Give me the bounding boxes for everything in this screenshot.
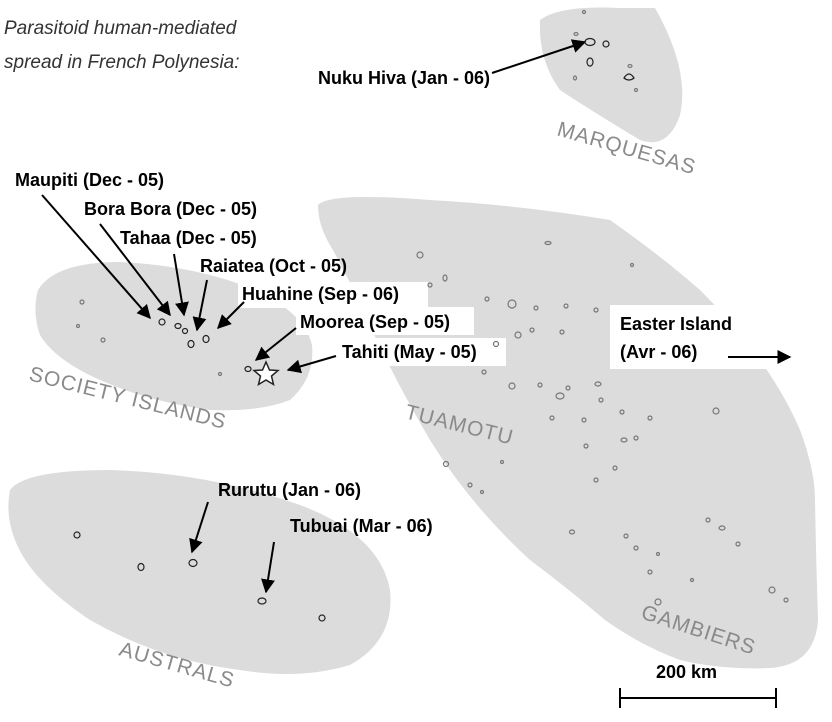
map-title-line-1: Parasitoid human-mediated: [4, 18, 238, 39]
maupiti-arrow: [41, 194, 151, 320]
easter-island-label-line-2: (Avr - 06): [620, 342, 697, 362]
moorea-arrow: [254, 327, 297, 361]
rurutu-label: Rurutu (Jan - 06): [218, 480, 361, 500]
tuamotu-atolls: [416, 240, 789, 606]
australs-region: [8, 470, 391, 674]
nuku-hiva-arrow: [491, 39, 587, 74]
rurutu-arrow: [189, 501, 209, 554]
austral-islands: [73, 531, 326, 622]
bora-bora-arrow: [99, 223, 171, 317]
huahine-label-bg: [238, 282, 428, 308]
tahaa-arrow: [173, 253, 189, 317]
tahiti-label-bg: [336, 338, 506, 366]
bora-bora-label: Bora Bora (Dec - 05): [84, 199, 257, 219]
tahiti-label: Tahiti (May - 05): [342, 342, 477, 362]
map-title-line-2: spread in French Polynesia:: [4, 52, 240, 73]
huahine-arrow: [217, 301, 245, 329]
huahine-label: Huahine (Sep - 06): [242, 284, 399, 304]
raiatea-label: Raiatea (Oct - 05): [200, 256, 347, 276]
tubuai-label: Tubuai (Mar - 06): [290, 516, 433, 536]
star-icon: [252, 360, 280, 387]
society-island-shapes: [75, 299, 252, 377]
tubuai-arrow: [261, 541, 275, 594]
maupiti-label: Maupiti (Dec - 05): [15, 170, 164, 190]
nuku-hiva-label: Nuku Hiva (Jan - 06): [318, 68, 490, 88]
tahaa-label: Tahaa (Dec - 05): [120, 228, 257, 248]
marquesas-islands: [572, 9, 639, 93]
moorea-label-bg: [296, 307, 474, 335]
tuamotu-gambiers-region: [318, 196, 818, 669]
moorea-label: Moorea (Sep - 05): [300, 312, 450, 332]
easter-island-label-line-1: Easter Island: [620, 314, 732, 334]
tahiti-arrow: [286, 355, 337, 374]
raiatea-arrow: [192, 279, 208, 332]
scale-label: 200 km: [656, 662, 717, 682]
